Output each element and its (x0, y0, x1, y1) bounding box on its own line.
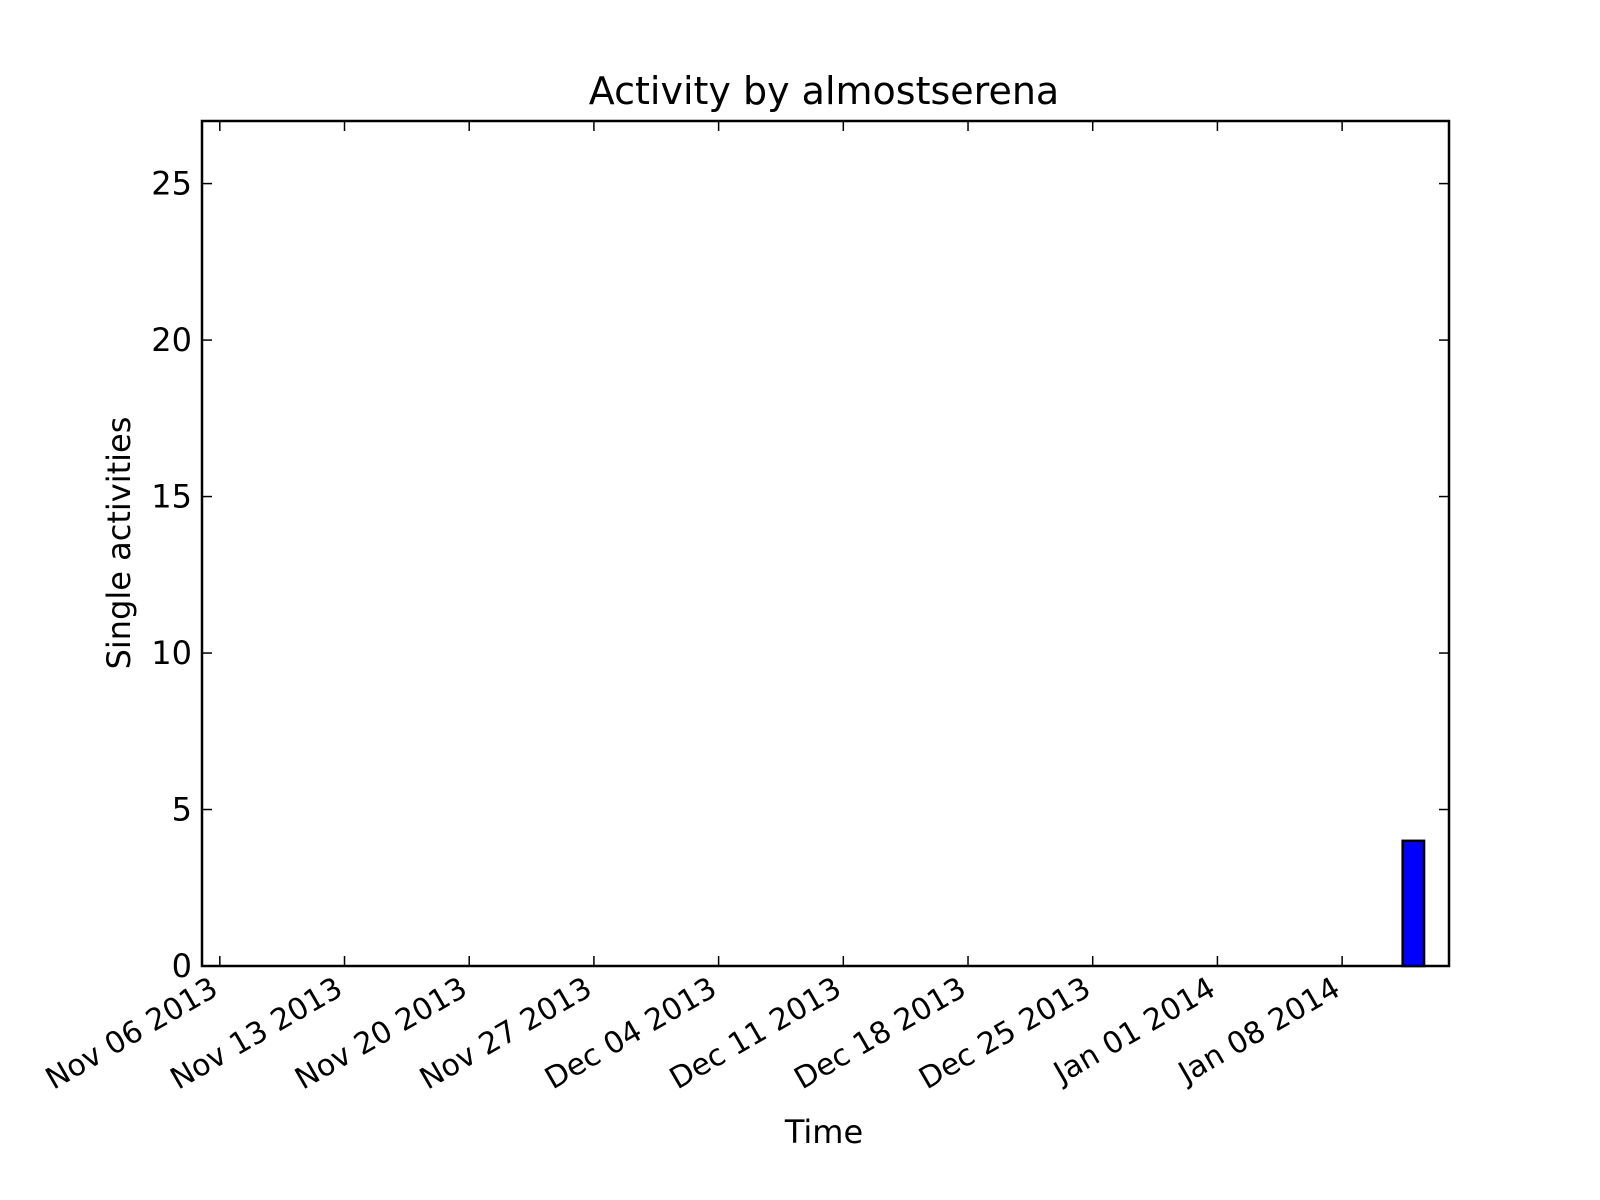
y-tick-label: 5 (172, 791, 192, 829)
chart-title: Activity by almostserena (589, 69, 1059, 113)
x-axis-label: Time (784, 1113, 863, 1151)
bar-2014-01-12 (1401, 839, 1426, 968)
y-ticks-group: 0 5 10 15 20 25 (151, 165, 1449, 985)
y-tick-label: 0 (172, 947, 192, 985)
y-tick-label: 10 (151, 634, 192, 672)
plot-area (200, 119, 1451, 968)
y-tick-label: 15 (151, 478, 192, 516)
y-axis-label: Single activities (100, 417, 138, 670)
y-tick-label: 25 (151, 165, 192, 203)
bars-group (1401, 839, 1426, 968)
y-tick-label: 20 (151, 321, 192, 359)
